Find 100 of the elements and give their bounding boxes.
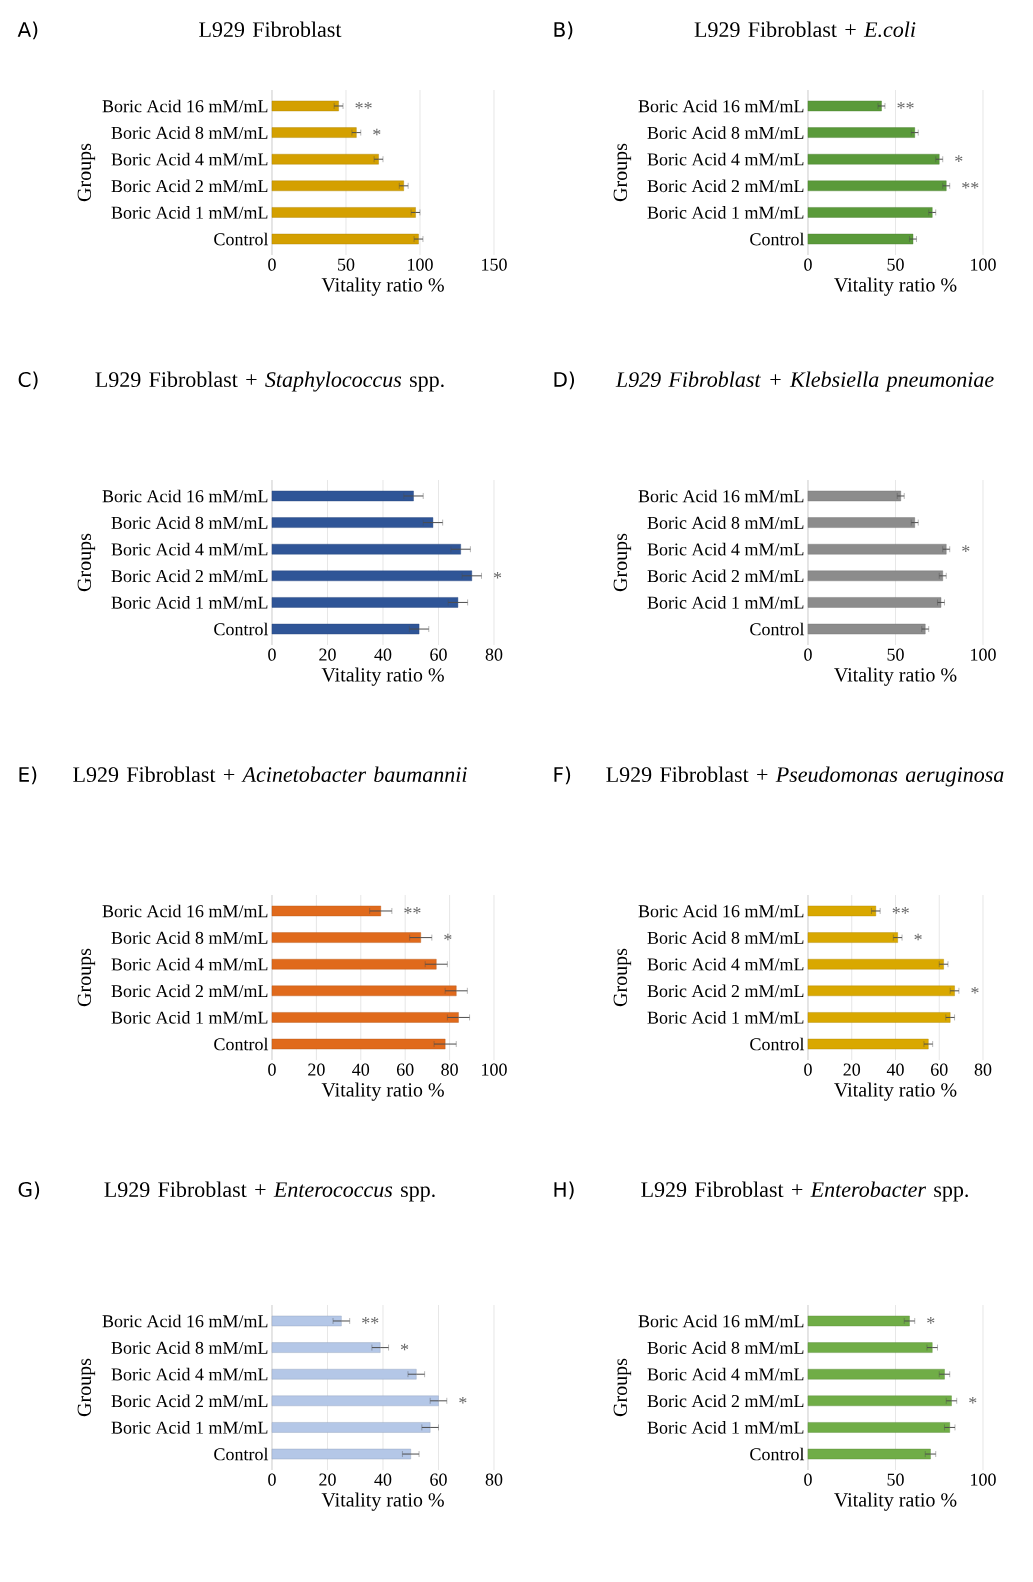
bar [271,570,472,582]
chart-title: L929 Fibroblast + Enterobacter spp. [641,1181,968,1202]
y-tick-label: Boric Acid 4 mM/mL [647,152,804,166]
x-axis-title: Vitality ratio % [834,1492,957,1511]
y-tick-label: Boric Acid 8 mM/mL [111,126,268,139]
annotation: * [969,1396,977,1404]
y-tick-label: Boric Acid 8 mM/mL [647,126,804,139]
bar [271,1448,411,1460]
x-tick-label: 100 [408,258,433,271]
y-tick-label: Boric Acid 2 mM/mL [647,984,804,998]
x-tick-label: 60 [931,1063,948,1076]
y-tick-label: Boric Acid 4 mM/mL [647,542,804,556]
x-tick-label: 50 [887,1473,904,1486]
chart-title: L929 Fibroblast + Klebsiella pneumoniae [615,371,994,392]
y-axis-title: Groups [613,143,632,202]
x-tick-label: 80 [485,1473,503,1486]
y-axis-title: Groups [77,143,96,202]
text: A) [17,21,38,40]
bar [271,932,421,943]
text: E) [19,766,37,785]
bar [271,517,434,528]
bar [271,1342,381,1353]
x-tick-label: 0 [268,648,276,661]
bar [807,985,955,997]
bar [271,959,437,970]
bar [271,597,459,608]
y-tick-label: Boric Acid 8 mM/mL [647,931,804,944]
annotation: * [962,545,970,552]
y-tick-label: Boric Acid 8 mM/mL [111,1341,268,1354]
y-tick-label: Control [750,232,805,246]
y-tick-label: Boric Acid 16 mM/mL [638,99,804,113]
annotation: ** [892,907,909,914]
y-tick-label: Boric Acid 8 mM/mL [111,516,268,529]
y-tick-label: Boric Acid 16 mM/mL [638,904,804,918]
bar [807,1342,933,1353]
x-tick-label: 40 [374,1473,392,1486]
bar [271,233,419,245]
y-tick-label: Boric Acid 2 mM/mL [111,569,268,583]
chart-title: L929 Fibroblast [199,21,342,38]
y-tick-label: Boric Acid 4 mM/mL [111,1367,268,1381]
y-tick-label: Boric Acid 2 mM/mL [647,569,804,583]
x-axis-title: Vitality ratio % [834,1082,957,1101]
text: D) [554,371,575,390]
y-tick-label: Control [750,1447,805,1461]
chart-title: L929 Fibroblast + Acinetobacter baumannii [73,766,467,783]
bar [807,207,933,218]
y-tick-label: Boric Acid 2 mM/mL [647,1394,804,1408]
bar [807,100,882,112]
annotation: * [927,1317,935,1324]
bar [807,517,915,528]
y-tick-label: Control [750,622,805,636]
y-axis-title: Groups [77,948,96,1007]
bar [271,127,357,138]
bar [807,1038,929,1050]
bar [807,490,901,502]
bar [271,1395,439,1407]
x-tick-label: 50 [887,648,904,661]
x-tick-label: 0 [804,1063,812,1076]
x-tick-label: 60 [430,1473,447,1486]
bar [807,1422,950,1433]
y-tick-label: Boric Acid 16 mM/mL [638,1314,804,1328]
bar [271,154,379,165]
y-tick-label: Boric Acid 1 mM/mL [111,1421,268,1434]
y-tick-label: Control [214,232,269,246]
annotation: * [373,128,381,136]
text: G) [18,1181,40,1200]
chart-title: L929 Fibroblast + E.coli [694,21,916,38]
y-axis-title: Groups [77,1358,96,1417]
y-tick-label: Boric Acid 16 mM/mL [102,489,268,503]
y-axis-title: Groups [613,1358,632,1417]
x-tick-label: 0 [268,258,276,271]
y-tick-label: Boric Acid 4 mM/mL [647,957,804,971]
x-tick-label: 50 [887,258,904,271]
x-tick-label: 0 [804,258,812,271]
bar [271,544,461,555]
annotation: * [914,933,922,941]
bar [807,154,940,165]
chart-title: L929 Fibroblast + Enterococcus spp. [104,1181,435,1202]
x-tick-label: 100 [971,258,996,271]
x-axis-title: Vitality ratio % [321,277,444,296]
annotation: ** [404,907,421,914]
annotation: ** [362,1317,379,1324]
x-tick-label: 80 [441,1063,458,1076]
x-axis-title: Vitality ratio % [321,1492,444,1511]
y-tick-label: Boric Acid 1 mM/mL [647,206,804,219]
text: H) [554,1181,574,1200]
x-tick-label: 20 [308,1063,325,1076]
x-tick-label: 20 [319,1473,336,1486]
bar [271,623,420,635]
y-tick-label: Boric Acid 1 mM/mL [647,1011,804,1024]
y-tick-label: Boric Acid 8 mM/mL [647,1341,804,1354]
y-tick-label: Boric Acid 4 mM/mL [647,1367,804,1381]
bar [807,1369,945,1380]
y-tick-label: Boric Acid 4 mM/mL [111,957,268,971]
y-axis-title: Groups [77,533,96,592]
annotation: * [459,1396,467,1404]
y-tick-label: Boric Acid 4 mM/mL [111,152,268,166]
x-tick-label: 0 [804,648,812,661]
y-tick-label: Boric Acid 2 mM/mL [111,1394,268,1408]
x-tick-label: 0 [804,1473,812,1486]
